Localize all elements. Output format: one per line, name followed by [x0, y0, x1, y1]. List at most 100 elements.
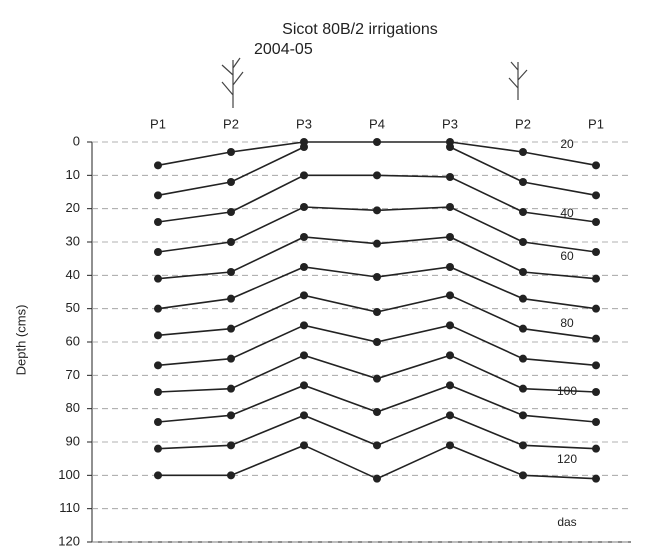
point [373, 374, 381, 383]
y-tick-label: 90 [66, 433, 80, 448]
point [592, 161, 600, 170]
point [300, 291, 308, 300]
point [592, 191, 600, 200]
point [227, 268, 235, 276]
point [154, 444, 162, 453]
x-tick-label: P1 [150, 116, 166, 131]
point [154, 471, 162, 480]
point [519, 471, 527, 480]
point [300, 411, 308, 420]
point [446, 321, 454, 330]
point [446, 233, 454, 241]
point [519, 238, 527, 246]
point [227, 384, 235, 393]
point [227, 238, 235, 246]
point [592, 444, 600, 453]
annotation: 80 [560, 316, 574, 330]
x-tick-label: P3 [442, 116, 458, 131]
chart-subtitle: 2004-05 [254, 41, 313, 58]
point [519, 441, 527, 450]
chart-title: Sicot 80B/2 irrigations [282, 21, 438, 38]
point [154, 304, 162, 313]
y-tick-label: 30 [66, 233, 80, 248]
point [446, 263, 454, 271]
point [373, 408, 381, 416]
point [592, 361, 600, 370]
point [154, 388, 162, 396]
point [373, 138, 381, 146]
annotation: 60 [560, 249, 574, 263]
point [373, 273, 381, 281]
point [154, 331, 162, 340]
point [446, 173, 454, 181]
point [154, 361, 162, 370]
point [373, 338, 381, 346]
y-tick-label: 120 [58, 533, 80, 548]
point [300, 171, 308, 180]
point [227, 148, 235, 156]
point [519, 268, 527, 276]
point [227, 208, 235, 216]
point [154, 418, 162, 426]
point [519, 208, 527, 216]
point [373, 206, 381, 215]
point [519, 294, 527, 303]
point [519, 178, 527, 186]
point [154, 218, 162, 226]
point [227, 411, 235, 420]
annotation: 40 [560, 206, 574, 220]
point [300, 381, 308, 390]
line [157, 354, 597, 393]
line [157, 384, 597, 423]
point [227, 441, 235, 450]
point [227, 471, 235, 480]
point [300, 203, 308, 211]
point [592, 304, 600, 313]
point [373, 239, 381, 248]
point [373, 474, 381, 483]
point [373, 171, 381, 180]
annotation: 20 [560, 137, 574, 151]
point [446, 143, 454, 151]
point [227, 354, 235, 363]
y-tick-label: 50 [66, 300, 80, 315]
point [154, 248, 162, 256]
point [227, 178, 235, 186]
line [157, 294, 597, 340]
point [446, 411, 454, 420]
point [446, 291, 454, 300]
point [300, 143, 308, 151]
point [300, 321, 308, 330]
line [158, 444, 597, 480]
point [519, 354, 527, 363]
y-tick-label: 100 [58, 467, 80, 482]
y-tick-label: 10 [66, 167, 80, 182]
y-tick-label: 80 [66, 400, 80, 415]
point [446, 203, 454, 211]
line [157, 174, 597, 223]
y-tick-label: 70 [66, 367, 80, 382]
point [592, 218, 600, 226]
point [154, 161, 162, 170]
point [300, 233, 308, 241]
point [227, 324, 235, 333]
point [446, 441, 454, 450]
point [592, 248, 600, 256]
y-axis-label: Depth (cms) [13, 305, 28, 376]
point [227, 294, 235, 303]
annotation: das [557, 515, 576, 529]
point [592, 418, 600, 426]
point [446, 351, 454, 360]
point [519, 148, 527, 156]
point [300, 263, 308, 271]
y-tick-label: 0 [73, 133, 80, 148]
y-tick-label: 40 [66, 267, 80, 282]
plant-icon [221, 57, 528, 108]
point [519, 384, 527, 393]
y-tick-label: 20 [66, 200, 80, 215]
point [446, 381, 454, 390]
line [157, 146, 597, 197]
x-tick-label: P2 [223, 116, 239, 131]
point [300, 441, 308, 450]
